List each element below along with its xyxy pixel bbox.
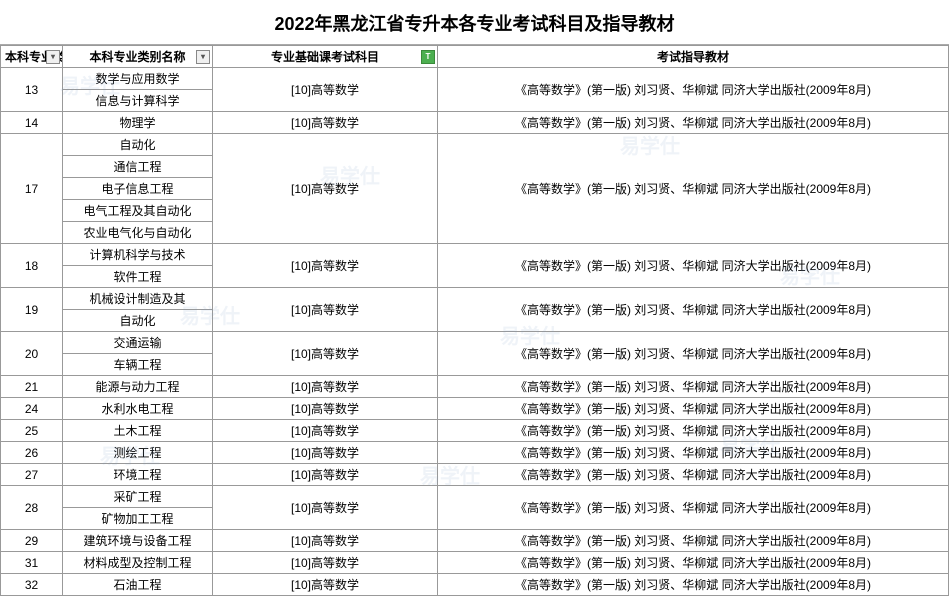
cell-code: 29 [1, 530, 63, 552]
cell-code: 18 [1, 244, 63, 288]
cell-subject: [10]高等数学 [213, 464, 438, 486]
cell-book: 《高等数学》(第一版) 刘习贤、华柳斌 同济大学出版社(2009年8月) [438, 530, 949, 552]
cell-subject: [10]高等数学 [213, 244, 438, 288]
cell-subject: [10]高等数学 [213, 442, 438, 464]
cell-name: 电子信息工程 [63, 178, 213, 200]
cell-book: 《高等数学》(第一版) 刘习贤、华柳斌 同济大学出版社(2009年8月) [438, 376, 949, 398]
table-row: 20交通运输[10]高等数学《高等数学》(第一版) 刘习贤、华柳斌 同济大学出版… [1, 332, 949, 354]
header-subject[interactable]: 专业基础课考试科目 T [213, 46, 438, 68]
cell-code: 13 [1, 68, 63, 112]
cell-name: 矿物加工工程 [63, 508, 213, 530]
header-name[interactable]: 本科专业类别名称 ▾ [63, 46, 213, 68]
filter-icon[interactable]: T [421, 50, 435, 64]
cell-code: 28 [1, 486, 63, 530]
table-row: 31材料成型及控制工程[10]高等数学《高等数学》(第一版) 刘习贤、华柳斌 同… [1, 552, 949, 574]
cell-subject: [10]高等数学 [213, 574, 438, 596]
cell-name: 交通运输 [63, 332, 213, 354]
cell-name: 自动化 [63, 134, 213, 156]
page-title: 2022年黑龙江省专升本各专业考试科目及指导教材 [0, 0, 949, 45]
cell-subject: [10]高等数学 [213, 288, 438, 332]
header-book-label: 考试指导教材 [657, 50, 729, 64]
cell-code: 32 [1, 574, 63, 596]
cell-book: 《高等数学》(第一版) 刘习贤、华柳斌 同济大学出版社(2009年8月) [438, 288, 949, 332]
header-code[interactable]: 本科专业类别代▾ [1, 46, 63, 68]
cell-code: 24 [1, 398, 63, 420]
cell-code: 31 [1, 552, 63, 574]
table-row: 18计算机科学与技术[10]高等数学《高等数学》(第一版) 刘习贤、华柳斌 同济… [1, 244, 949, 266]
cell-book: 《高等数学》(第一版) 刘习贤、华柳斌 同济大学出版社(2009年8月) [438, 442, 949, 464]
cell-name: 自动化 [63, 310, 213, 332]
cell-book: 《高等数学》(第一版) 刘习贤、华柳斌 同济大学出版社(2009年8月) [438, 68, 949, 112]
table-row: 14物理学[10]高等数学《高等数学》(第一版) 刘习贤、华柳斌 同济大学出版社… [1, 112, 949, 134]
table-row: 25土木工程[10]高等数学《高等数学》(第一版) 刘习贤、华柳斌 同济大学出版… [1, 420, 949, 442]
cell-code: 19 [1, 288, 63, 332]
cell-code: 17 [1, 134, 63, 244]
cell-name: 采矿工程 [63, 486, 213, 508]
cell-book: 《高等数学》(第一版) 刘习贤、华柳斌 同济大学出版社(2009年8月) [438, 574, 949, 596]
cell-code: 27 [1, 464, 63, 486]
header-name-label: 本科专业类别名称 [89, 50, 185, 64]
cell-name: 石油工程 [63, 574, 213, 596]
table-row: 32石油工程[10]高等数学《高等数学》(第一版) 刘习贤、华柳斌 同济大学出版… [1, 574, 949, 596]
cell-book: 《高等数学》(第一版) 刘习贤、华柳斌 同济大学出版社(2009年8月) [438, 332, 949, 376]
cell-name: 环境工程 [63, 464, 213, 486]
cell-subject: [10]高等数学 [213, 112, 438, 134]
filter-icon[interactable]: ▾ [46, 50, 60, 64]
cell-name: 土木工程 [63, 420, 213, 442]
cell-code: 26 [1, 442, 63, 464]
cell-name: 农业电气化与自动化 [63, 222, 213, 244]
cell-name: 通信工程 [63, 156, 213, 178]
cell-book: 《高等数学》(第一版) 刘习贤、华柳斌 同济大学出版社(2009年8月) [438, 464, 949, 486]
cell-name: 电气工程及其自动化 [63, 200, 213, 222]
cell-code: 14 [1, 112, 63, 134]
cell-name: 信息与计算科学 [63, 90, 213, 112]
header-subject-label: 专业基础课考试科目 [271, 50, 379, 64]
table-row: 24水利水电工程[10]高等数学《高等数学》(第一版) 刘习贤、华柳斌 同济大学… [1, 398, 949, 420]
cell-name: 物理学 [63, 112, 213, 134]
cell-name: 能源与动力工程 [63, 376, 213, 398]
cell-code: 20 [1, 332, 63, 376]
cell-name: 车辆工程 [63, 354, 213, 376]
cell-subject: [10]高等数学 [213, 486, 438, 530]
cell-book: 《高等数学》(第一版) 刘习贤、华柳斌 同济大学出版社(2009年8月) [438, 244, 949, 288]
cell-name: 水利水电工程 [63, 398, 213, 420]
cell-book: 《高等数学》(第一版) 刘习贤、华柳斌 同济大学出版社(2009年8月) [438, 398, 949, 420]
cell-name: 建筑环境与设备工程 [63, 530, 213, 552]
cell-book: 《高等数学》(第一版) 刘习贤、华柳斌 同济大学出版社(2009年8月) [438, 486, 949, 530]
cell-name: 计算机科学与技术 [63, 244, 213, 266]
cell-code: 25 [1, 420, 63, 442]
table-row: 29建筑环境与设备工程[10]高等数学《高等数学》(第一版) 刘习贤、华柳斌 同… [1, 530, 949, 552]
header-book[interactable]: 考试指导教材 [438, 46, 949, 68]
cell-subject: [10]高等数学 [213, 134, 438, 244]
cell-subject: [10]高等数学 [213, 530, 438, 552]
table-row: 13数学与应用数学[10]高等数学《高等数学》(第一版) 刘习贤、华柳斌 同济大… [1, 68, 949, 90]
cell-name: 机械设计制造及其 [63, 288, 213, 310]
cell-name: 软件工程 [63, 266, 213, 288]
cell-subject: [10]高等数学 [213, 68, 438, 112]
table-row: 17自动化[10]高等数学《高等数学》(第一版) 刘习贤、华柳斌 同济大学出版社… [1, 134, 949, 156]
table-row: 27环境工程[10]高等数学《高等数学》(第一版) 刘习贤、华柳斌 同济大学出版… [1, 464, 949, 486]
cell-subject: [10]高等数学 [213, 376, 438, 398]
filter-icon[interactable]: ▾ [196, 50, 210, 64]
cell-name: 测绘工程 [63, 442, 213, 464]
cell-subject: [10]高等数学 [213, 420, 438, 442]
cell-book: 《高等数学》(第一版) 刘习贤、华柳斌 同济大学出版社(2009年8月) [438, 134, 949, 244]
table-row: 26测绘工程[10]高等数学《高等数学》(第一版) 刘习贤、华柳斌 同济大学出版… [1, 442, 949, 464]
cell-book: 《高等数学》(第一版) 刘习贤、华柳斌 同济大学出版社(2009年8月) [438, 112, 949, 134]
cell-name: 数学与应用数学 [63, 68, 213, 90]
table-row: 21能源与动力工程[10]高等数学《高等数学》(第一版) 刘习贤、华柳斌 同济大… [1, 376, 949, 398]
cell-book: 《高等数学》(第一版) 刘习贤、华柳斌 同济大学出版社(2009年8月) [438, 552, 949, 574]
cell-subject: [10]高等数学 [213, 398, 438, 420]
cell-subject: [10]高等数学 [213, 552, 438, 574]
cell-book: 《高等数学》(第一版) 刘习贤、华柳斌 同济大学出版社(2009年8月) [438, 420, 949, 442]
table-row: 19机械设计制造及其[10]高等数学《高等数学》(第一版) 刘习贤、华柳斌 同济… [1, 288, 949, 310]
cell-subject: [10]高等数学 [213, 332, 438, 376]
cell-code: 21 [1, 376, 63, 398]
subjects-table: 本科专业类别代▾ 本科专业类别名称 ▾ 专业基础课考试科目 T 考试指导教材 13数… [0, 45, 949, 596]
cell-name: 材料成型及控制工程 [63, 552, 213, 574]
table-row: 28采矿工程[10]高等数学《高等数学》(第一版) 刘习贤、华柳斌 同济大学出版… [1, 486, 949, 508]
